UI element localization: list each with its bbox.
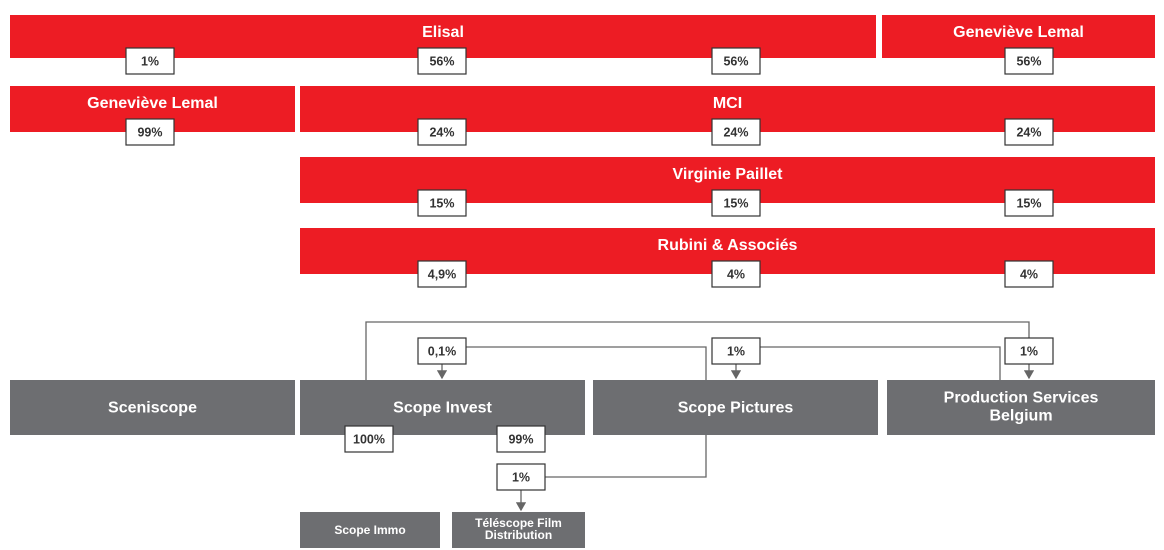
stake-box [1004, 118, 1054, 146]
shareholder-name: Geneviève Lemal [953, 24, 1084, 41]
stake-label: 56% [1016, 54, 1041, 68]
connectors [365, 321, 1035, 512]
stake-label: 56% [429, 54, 454, 68]
stake-label: 99% [137, 125, 162, 139]
shareholder-name: Rubini & Associés [658, 237, 798, 254]
stake-label: 0,1% [428, 344, 457, 358]
stake-box [496, 425, 546, 453]
stake-label: 99% [508, 432, 533, 446]
stake-label: 24% [429, 125, 454, 139]
stake-box [125, 47, 175, 75]
stake-label: 100% [353, 432, 385, 446]
shareholder-name: Virginie Paillet [673, 166, 784, 183]
stake-label: 4,9% [428, 267, 457, 281]
company-box [887, 380, 1155, 435]
stake-label: 4% [1020, 267, 1038, 281]
company-name: Scope Immo [334, 523, 405, 537]
company-box [593, 380, 878, 435]
stake-box [1004, 189, 1054, 217]
stake-box [417, 47, 467, 75]
company-box [300, 512, 440, 548]
stake-box [417, 118, 467, 146]
stake-box [125, 118, 175, 146]
stake-box [344, 425, 394, 453]
shareholder-name: Elisal [422, 24, 464, 41]
stake-label: 24% [723, 125, 748, 139]
company-name: Production Services Belgium [944, 390, 1099, 425]
stake-box [711, 118, 761, 146]
stake-label: 1% [512, 470, 530, 484]
stake-label: 1% [1020, 344, 1038, 358]
stake-box [711, 337, 761, 365]
company-name: Téléscope Film Distribution [475, 516, 562, 542]
stake-box [417, 260, 467, 288]
company-name: Scope Invest [393, 400, 492, 417]
stake-box [711, 260, 761, 288]
stake-box [1004, 47, 1054, 75]
stake-box [1004, 260, 1054, 288]
stake-box [417, 189, 467, 217]
stake-label: 24% [1016, 125, 1041, 139]
stake-box [417, 337, 467, 365]
stake-label: 56% [723, 54, 748, 68]
stake-box [711, 47, 761, 75]
stake-label: 1% [141, 54, 159, 68]
shareholder-name: Geneviève Lemal [87, 95, 218, 112]
stake-label: 15% [723, 196, 748, 210]
stake-box [711, 189, 761, 217]
company-name: Scope Pictures [678, 400, 794, 417]
shareholder-name: MCI [713, 95, 742, 112]
stake-box [496, 463, 546, 491]
stake-label: 15% [1016, 196, 1041, 210]
stake-label: 1% [727, 344, 745, 358]
company-name: Sceniscope [108, 400, 197, 417]
stake-box [1004, 337, 1054, 365]
company-box [452, 512, 585, 548]
stake-label: 4% [727, 267, 745, 281]
company-box [10, 380, 295, 435]
stake-label: 15% [429, 196, 454, 210]
